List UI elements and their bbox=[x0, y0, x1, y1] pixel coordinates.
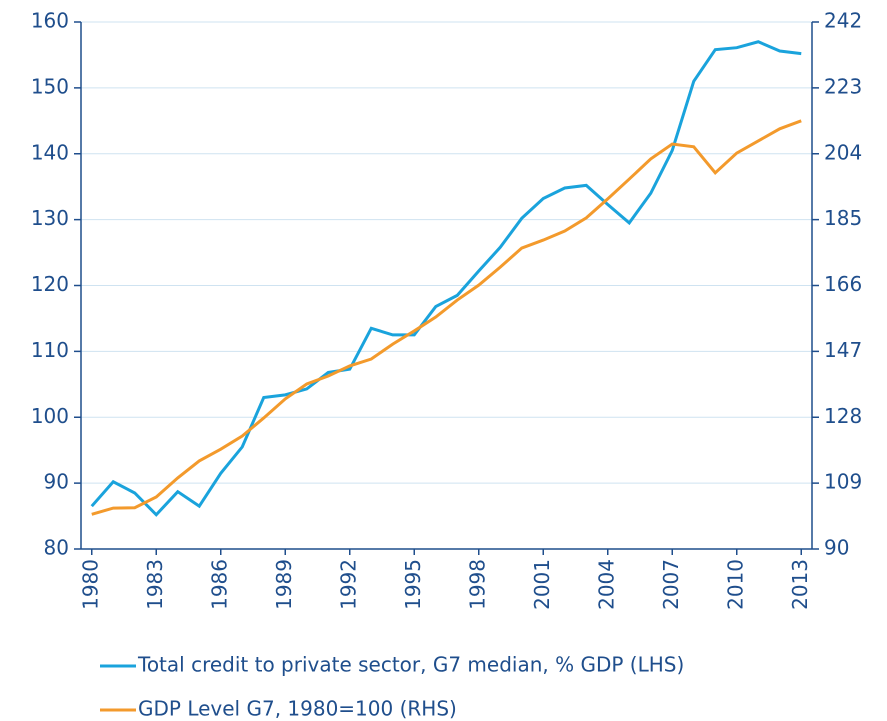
x-tick-label: 1986 bbox=[207, 559, 231, 610]
y2-tick-label: 166 bbox=[824, 272, 862, 296]
legend-label: GDP Level G7, 1980=100 (RHS) bbox=[138, 697, 457, 721]
legend-label: Total credit to private sector, G7 media… bbox=[137, 653, 684, 677]
y2-tick-label: 204 bbox=[824, 140, 862, 164]
series-line bbox=[91, 119, 802, 516]
y2-tick-label: 90 bbox=[824, 536, 849, 560]
y-tick-label: 160 bbox=[31, 9, 69, 33]
y2-tick-label: 242 bbox=[824, 9, 862, 33]
y-tick-label: 130 bbox=[31, 206, 69, 230]
x-tick-label: 1980 bbox=[78, 559, 102, 610]
y-tick-label: 90 bbox=[44, 470, 69, 494]
y-tick-label: 150 bbox=[31, 74, 69, 98]
y-tick-label: 100 bbox=[31, 404, 69, 428]
x-tick-label: 1989 bbox=[272, 559, 296, 610]
x-tick-label: 2001 bbox=[530, 559, 554, 610]
y-tick-label: 80 bbox=[44, 536, 69, 560]
y2-tick-label: 223 bbox=[824, 74, 862, 98]
y2-tick-label: 109 bbox=[824, 470, 862, 494]
x-tick-label: 1992 bbox=[336, 559, 360, 610]
y-tick-label: 140 bbox=[31, 140, 69, 164]
y-tick-label: 110 bbox=[31, 338, 69, 362]
y2-tick-label: 128 bbox=[824, 404, 862, 428]
y-tick-label: 120 bbox=[31, 272, 69, 296]
x-tick-label: 1983 bbox=[143, 559, 167, 610]
y2-tick-label: 147 bbox=[824, 338, 862, 362]
x-tick-label: 2007 bbox=[659, 559, 683, 610]
y2-tick-label: 185 bbox=[824, 206, 862, 230]
x-tick-label: 1995 bbox=[401, 559, 425, 610]
x-tick-label: 1998 bbox=[465, 559, 489, 610]
x-tick-label: 2013 bbox=[788, 559, 812, 610]
x-tick-label: 2004 bbox=[594, 559, 618, 610]
series-line bbox=[90, 40, 802, 517]
x-tick-label: 2010 bbox=[723, 559, 747, 610]
